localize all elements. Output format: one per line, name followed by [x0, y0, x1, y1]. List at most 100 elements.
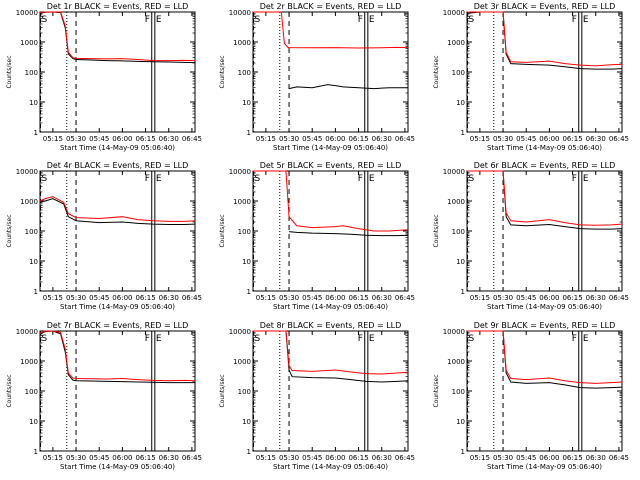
- y-tick-label: 10000: [229, 9, 251, 17]
- y-tick-label: 1000: [447, 39, 465, 47]
- x-tick-label: 05:30: [66, 294, 86, 302]
- panel-title: Det 5r BLACK = Events, RED = LLD: [260, 161, 402, 170]
- panel-title: Det 2r BLACK = Events, RED = LLD: [260, 2, 402, 11]
- f-marker-label: F: [572, 174, 577, 184]
- x-axis-label: Start Time (14-May-09 05:06:40): [273, 144, 388, 152]
- y-tick-label: 1000: [233, 198, 251, 206]
- detector-panel: Det 5r BLACK = Events, RED = LLD 1 10 100 10…: [219, 161, 415, 311]
- y-tick-label: 10000: [16, 9, 38, 17]
- y-tick-label: 100: [238, 388, 251, 396]
- e-marker-label: E: [583, 334, 589, 344]
- y-tick-label: 10000: [229, 168, 251, 176]
- plot-frame: [466, 11, 623, 133]
- x-tick-label: 05:15: [470, 454, 490, 462]
- y-tick-label: 10: [242, 258, 251, 266]
- y-tick-label: 10: [29, 258, 38, 266]
- y-tick-label: 100: [452, 388, 465, 396]
- x-tick-label: 05:15: [43, 294, 63, 302]
- start-marker-label: S: [469, 15, 475, 25]
- e-marker-label: E: [369, 174, 375, 184]
- x-tick-label: 06:00: [112, 135, 132, 143]
- y-tick-label: 100: [25, 388, 38, 396]
- plot-frame: [39, 170, 196, 292]
- start-marker-label: S: [42, 15, 48, 25]
- y-tick-label: 1000: [20, 358, 38, 366]
- x-tick-label: 06:15: [135, 454, 155, 462]
- x-tick-label: 06:00: [112, 454, 132, 462]
- plot-frame: [466, 170, 623, 292]
- y-tick-label: 1: [34, 129, 38, 137]
- y-tick-label: 10: [456, 99, 465, 107]
- y-tick-label: 10000: [443, 328, 465, 336]
- x-tick-label: 06:45: [395, 135, 415, 143]
- x-tick-label: 06:15: [348, 454, 368, 462]
- events-series-line: [39, 198, 196, 225]
- y-tick-label: 10000: [443, 9, 465, 17]
- e-marker-label: E: [156, 15, 162, 25]
- plot-frame: [252, 330, 409, 452]
- y-tick-label: 10000: [229, 328, 251, 336]
- e-marker-label: E: [583, 15, 589, 25]
- x-tick-label: 05:45: [516, 454, 536, 462]
- detector-panel: Det 7r BLACK = Events, RED = LLD 1 10 100 10…: [6, 321, 202, 471]
- x-tick-label: 06:15: [562, 135, 582, 143]
- x-tick-label: 05:15: [470, 135, 490, 143]
- detector-panel: Det 1r BLACK = Events, RED = LLD 1 10 100 10…: [6, 2, 202, 152]
- x-tick-label: 06:45: [395, 454, 415, 462]
- f-marker-label: F: [358, 15, 363, 25]
- x-tick-label: 06:30: [159, 454, 179, 462]
- x-tick-label: 06:45: [609, 454, 629, 462]
- y-axis-label: Counts/sec: [6, 55, 13, 88]
- x-tick-label: 05:15: [43, 135, 63, 143]
- x-axis-label: Start Time (14-May-09 05:06:40): [60, 303, 175, 311]
- y-tick-label: 1000: [447, 198, 465, 206]
- y-tick-label: 1000: [233, 39, 251, 47]
- events-series-line: [466, 11, 623, 70]
- x-tick-label: 06:45: [609, 294, 629, 302]
- lld-series-line: [467, 170, 623, 226]
- y-axis-label: Counts/sec: [433, 55, 440, 88]
- x-tick-label: 05:30: [279, 454, 299, 462]
- y-tick-label: 100: [238, 228, 251, 236]
- y-tick-label: 1: [461, 288, 465, 296]
- x-tick-label: 06:15: [348, 135, 368, 143]
- y-tick-label: 100: [25, 228, 38, 236]
- panel-title: Det 1r BLACK = Events, RED = LLD: [47, 2, 189, 11]
- x-tick-label: 05:30: [279, 294, 299, 302]
- y-tick-label: 10: [242, 99, 251, 107]
- x-tick-label: 06:45: [609, 135, 629, 143]
- y-tick-label: 1: [461, 129, 465, 137]
- y-tick-label: 10000: [443, 168, 465, 176]
- x-tick-label: 05:15: [256, 454, 276, 462]
- f-marker-label: F: [358, 174, 363, 184]
- x-tick-label: 05:30: [66, 135, 86, 143]
- x-tick-label: 06:00: [325, 294, 345, 302]
- x-tick-label: 05:15: [256, 135, 276, 143]
- lld-series-line: [253, 11, 409, 49]
- e-marker-label: E: [369, 334, 375, 344]
- y-axis-label: Counts/sec: [6, 374, 13, 407]
- x-tick-label: 05:45: [302, 135, 322, 143]
- y-tick-label: 1000: [233, 358, 251, 366]
- y-axis-label: Counts/sec: [219, 374, 226, 407]
- start-marker-label: S: [255, 174, 261, 184]
- y-tick-label: 10000: [16, 168, 38, 176]
- x-tick-label: 05:30: [493, 454, 513, 462]
- plot-frame: [39, 330, 196, 452]
- x-tick-label: 05:45: [516, 135, 536, 143]
- y-axis-label: Counts/sec: [219, 55, 226, 88]
- x-tick-label: 05:15: [470, 294, 490, 302]
- e-marker-label: E: [369, 15, 375, 25]
- x-axis-label: Start Time (14-May-09 05:06:40): [487, 303, 602, 311]
- x-tick-label: 06:30: [586, 294, 606, 302]
- x-tick-label: 06:15: [562, 454, 582, 462]
- x-axis-label: Start Time (14-May-09 05:06:40): [273, 303, 388, 311]
- detector-panel: Det 4r BLACK = Events, RED = LLD 1 10 100 10…: [6, 161, 202, 311]
- x-tick-label: 05:30: [66, 454, 86, 462]
- panel-title: Det 6r BLACK = Events, RED = LLD: [474, 161, 616, 170]
- x-axis-label: Start Time (14-May-09 05:06:40): [273, 463, 388, 471]
- lld-series-line: [39, 330, 196, 382]
- x-tick-label: 06:15: [348, 294, 368, 302]
- e-marker-label: E: [583, 174, 589, 184]
- x-tick-label: 06:30: [586, 135, 606, 143]
